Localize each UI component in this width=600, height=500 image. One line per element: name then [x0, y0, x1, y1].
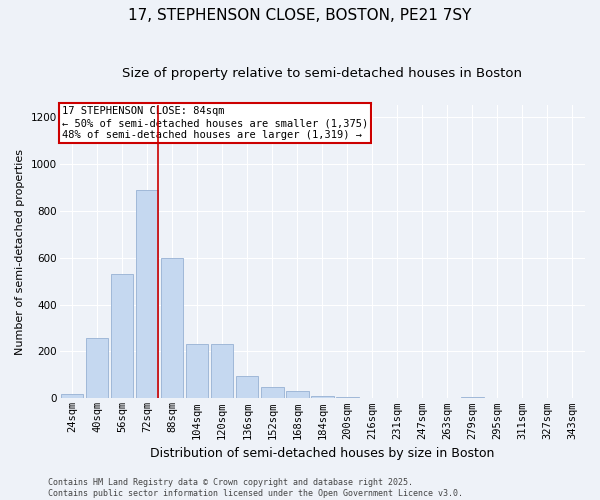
Bar	[111, 274, 133, 398]
Text: 17, STEPHENSON CLOSE, BOSTON, PE21 7SY: 17, STEPHENSON CLOSE, BOSTON, PE21 7SY	[128, 8, 472, 22]
Bar	[336, 397, 359, 398]
Bar	[311, 396, 334, 398]
Text: Contains HM Land Registry data © Crown copyright and database right 2025.
Contai: Contains HM Land Registry data © Crown c…	[48, 478, 463, 498]
Bar	[211, 344, 233, 399]
Bar	[86, 338, 109, 398]
Bar	[261, 386, 284, 398]
Title: Size of property relative to semi-detached houses in Boston: Size of property relative to semi-detach…	[122, 68, 522, 80]
X-axis label: Distribution of semi-detached houses by size in Boston: Distribution of semi-detached houses by …	[150, 447, 494, 460]
Bar	[61, 394, 83, 398]
Text: 17 STEPHENSON CLOSE: 84sqm
← 50% of semi-detached houses are smaller (1,375)
48%: 17 STEPHENSON CLOSE: 84sqm ← 50% of semi…	[62, 106, 368, 140]
Bar	[136, 190, 158, 398]
Bar	[286, 392, 308, 398]
Bar	[161, 258, 184, 398]
Bar	[236, 376, 259, 398]
Bar	[186, 344, 208, 399]
Y-axis label: Number of semi-detached properties: Number of semi-detached properties	[15, 149, 25, 355]
Bar	[461, 397, 484, 398]
